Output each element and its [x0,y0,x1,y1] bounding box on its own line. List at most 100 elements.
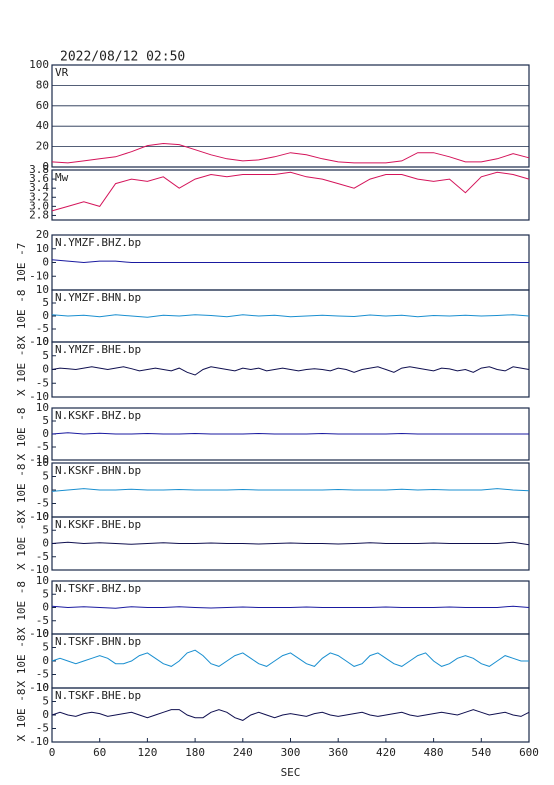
y-tick-label: 3.6 [29,172,49,185]
y-tick-label: -5 [36,614,49,627]
y-tick-label: -5 [36,722,49,735]
panel-label: N.YMZF.BHE.bp [55,343,141,356]
y-tick-label: 5 [42,695,49,708]
x-tick-label: 600 [519,746,539,759]
chart-title: 2022/08/12 02:50 [60,50,185,65]
y-tick-label: 5 [42,523,49,536]
y-tick-label: -10 [29,335,49,348]
panel-label: Mw [55,171,69,184]
y-tick-label: 10 [36,681,49,694]
y-tick-label: 5 [42,587,49,600]
panel-label: VR [55,66,69,79]
panel-label: N.KSKF.BHE.bp [55,518,141,531]
y-axis-label: X 10E -8 [15,581,28,634]
y-tick-label: 5 [42,414,49,427]
panel-label: N.YMZF.BHN.bp [55,291,141,304]
panel-frame [51,169,530,221]
y-tick-label: -5 [36,668,49,681]
y-tick-label: -10 [29,681,49,694]
trace [51,541,530,546]
y-tick-label: 3.2 [29,190,49,203]
trace [51,171,530,212]
x-tick-label: 300 [281,746,301,759]
y-tick-label: 5 [42,296,49,309]
y-tick-label: -5 [36,550,49,563]
x-tick-label: 240 [233,746,253,759]
y-axis-label: X 10E -8 [15,408,28,461]
y-tick-label: 3.0 [29,199,49,212]
x-tick-label: 420 [376,746,396,759]
y-tick-label: -5 [36,440,49,453]
trace [51,314,530,318]
y-tick-label: -10 [29,627,49,640]
y-tick-label: -10 [29,390,49,403]
y-tick-label: -10 [29,563,49,576]
y-tick-label: -10 [29,510,49,523]
panel-label: N.KSKF.BHZ.bp [55,409,141,422]
y-axis-label: X 10E -8 [15,689,28,742]
trace [51,259,529,264]
y-tick-label: 10 [36,335,49,348]
y-tick-label: 3.8 [29,163,49,176]
y-tick-label: 5 [42,641,49,654]
y-tick-label: -5 [36,497,49,510]
panel-frame [51,64,530,168]
trace [51,605,530,609]
y-tick-label: 0 [42,363,49,376]
y-tick-label: -5 [36,376,49,389]
panel-label: N.TSKF.BHN.bp [55,635,141,648]
y-tick-label: 0 [42,160,49,173]
y-tick-label: 100 [29,58,49,71]
x-tick-label: 120 [137,746,157,759]
trace [51,709,530,721]
y-tick-label: -10 [29,453,49,466]
x-tick-label: 180 [185,746,205,759]
x-tick-label: 60 [93,746,106,759]
y-tick-label: 10 [36,510,49,523]
y-tick-label: 0 [42,708,49,721]
trace [51,649,529,667]
y-tick-label: 20 [36,228,49,241]
y-tick-label: 0 [42,309,49,322]
y-tick-label: -5 [36,322,49,335]
y-tick-label: 10 [36,456,49,469]
x-tick-label: 0 [49,746,56,759]
y-tick-label: -10 [29,735,49,748]
y-tick-label: 3.4 [29,181,49,194]
y-tick-label: 10 [36,627,49,640]
y-tick-label: 0 [42,256,49,269]
y-axis-label: X 10E -8 [15,635,28,688]
trace [51,488,530,492]
panel-label: N.TSKF.BHZ.bp [55,582,141,595]
panel-label: N.TSKF.BHE.bp [55,689,141,702]
y-tick-label: 5 [42,349,49,362]
y-axis-label: X 10E -8 [15,290,28,343]
trace [51,142,530,164]
y-tick-label: 0 [42,601,49,614]
y-tick-label: -10 [29,269,49,282]
x-tick-label: 540 [471,746,491,759]
y-tick-label: 80 [36,78,49,91]
x-axis-label: SEC [281,766,301,779]
x-tick-label: 480 [424,746,444,759]
trace [51,366,530,376]
y-tick-label: 0 [42,537,49,550]
y-tick-label: 2.8 [29,208,49,221]
panel-label: N.YMZF.BHZ.bp [55,236,141,249]
y-tick-label: 5 [42,470,49,483]
y-tick-label: 0 [42,427,49,440]
y-tick-label: 10 [36,574,49,587]
panel-label: N.KSKF.BHN.bp [55,464,141,477]
trace [51,432,529,435]
x-tick-label: 360 [328,746,348,759]
y-tick-label: 0 [42,654,49,667]
y-axis-label: X 10E -8 [15,343,28,396]
y-tick-label: 0 [42,483,49,496]
y-tick-label: 20 [36,140,49,153]
y-tick-label: 10 [36,401,49,414]
y-tick-label: 40 [36,119,49,132]
y-tick-label: 10 [36,283,49,296]
y-tick-label: 10 [36,242,49,255]
y-axis-label: 10E -7 [15,243,28,283]
